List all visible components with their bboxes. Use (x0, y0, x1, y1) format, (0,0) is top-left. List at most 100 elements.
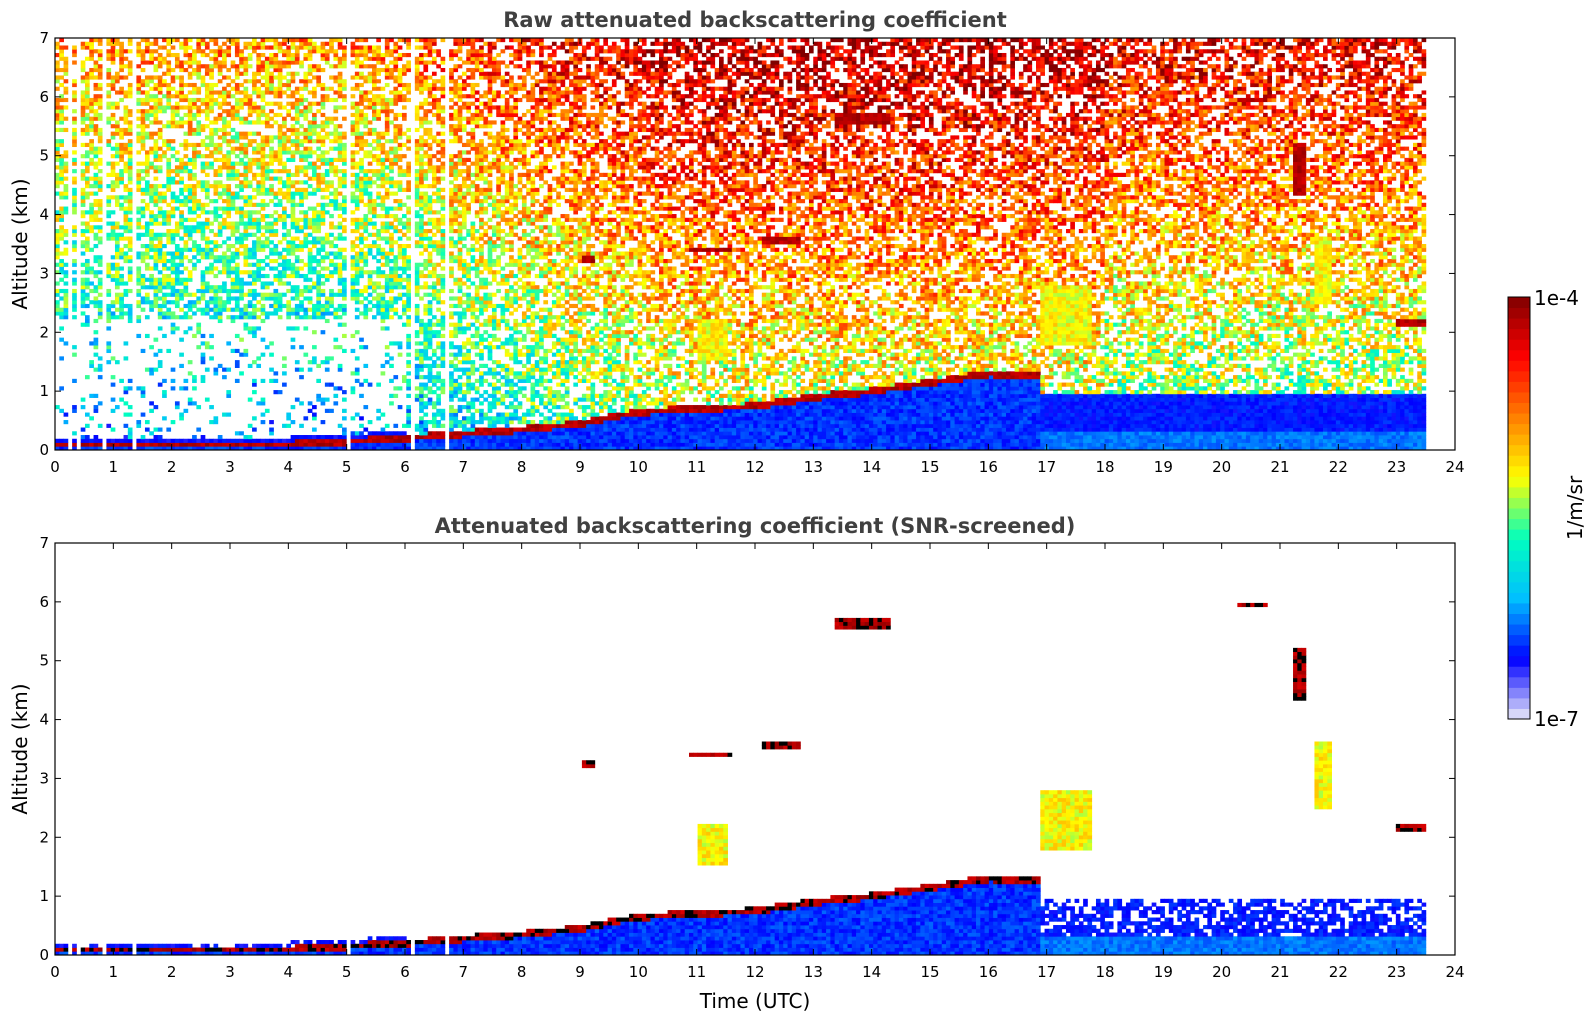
heatmap-cell-raw (299, 187, 304, 192)
heatmap-cell-raw (372, 64, 377, 69)
heatmap-cell-raw (389, 363, 394, 368)
heatmap-cell-raw (312, 124, 317, 129)
heatmap-cell-raw (320, 214, 326, 219)
heatmap-cell-raw (269, 82, 274, 88)
heatmap-cell-raw (55, 288, 60, 294)
heatmap-cell-raw (449, 390, 454, 395)
heatmap-cell-raw (243, 199, 249, 204)
heatmap-cell-raw (213, 420, 219, 425)
heatmap-cell-raw (449, 423, 454, 428)
heatmap-cell-raw (144, 255, 150, 260)
heatmap-cell-raw (380, 94, 386, 99)
heatmap-cell-raw (136, 82, 142, 88)
heatmap-cell-raw (106, 266, 112, 271)
heatmap-cell-raw (350, 442, 356, 447)
heatmap-cell-raw (401, 262, 407, 267)
heatmap-cell-raw (89, 416, 94, 421)
heatmap-cell-raw (406, 296, 411, 301)
heatmap-cell-raw (157, 206, 163, 211)
heatmap-cell-raw (453, 255, 459, 260)
heatmap-cell-raw (440, 94, 446, 99)
heatmap-cell-raw (55, 60, 60, 65)
heatmap-cell-raw (286, 184, 292, 189)
heatmap-cell-raw (431, 273, 437, 279)
heatmap-cell-raw (127, 446, 133, 450)
heatmap-cell-raw (183, 281, 189, 286)
heatmap-cell-raw (414, 109, 420, 114)
heatmap-cell-raw (303, 112, 309, 118)
heatmap-cell-raw (149, 255, 154, 260)
heatmap-cell-raw (350, 431, 356, 436)
heatmap-cell-raw (329, 288, 334, 294)
heatmap-cell-raw (449, 202, 454, 207)
heatmap-cell-raw (63, 97, 69, 103)
heatmap-cell-raw (282, 225, 287, 230)
heatmap-cell-raw (440, 109, 446, 114)
heatmap-cell-raw (59, 139, 64, 144)
heatmap-cell-raw (290, 442, 296, 447)
heatmap-cell-raw (89, 120, 94, 125)
heatmap-cell-raw (372, 202, 377, 207)
heatmap-cell-raw (89, 150, 94, 155)
heatmap-cell-raw (204, 82, 210, 88)
heatmap-cell-raw (406, 281, 411, 286)
heatmap-cell-raw (273, 195, 279, 200)
heatmap-cell-raw (93, 273, 99, 279)
heatmap-cell-raw (380, 142, 386, 148)
heatmap-cell-raw (350, 333, 356, 339)
heatmap-cell-raw (333, 262, 339, 267)
heatmap-cell-raw (72, 49, 77, 54)
heatmap-cell-raw (431, 169, 437, 174)
heatmap-cell-raw (213, 172, 219, 177)
heatmap-cell-raw (230, 165, 236, 170)
heatmap-cell-raw (401, 311, 407, 316)
heatmap-cell-raw (419, 236, 424, 241)
heatmap-cell-raw (431, 446, 437, 450)
heatmap-cell-raw (93, 270, 99, 275)
heatmap-cell-raw (213, 120, 219, 125)
heatmap-cell-raw (153, 300, 159, 305)
heatmap-cell-raw (354, 105, 360, 110)
heatmap-cell-raw (350, 172, 356, 177)
heatmap-cell-raw (286, 247, 292, 252)
heatmap-cell-raw (136, 135, 142, 140)
heatmap-cell-raw (449, 442, 454, 447)
heatmap-cell-raw (423, 206, 429, 211)
heatmap-cell-raw (140, 97, 146, 103)
heatmap-cell-raw (149, 60, 154, 65)
heatmap-cell-raw (406, 67, 411, 73)
heatmap-cell-raw (106, 172, 112, 177)
heatmap-cell-raw (329, 303, 334, 309)
heatmap-cell-raw (312, 315, 317, 320)
heatmap-cell-raw (354, 187, 360, 192)
heatmap-cell-raw (363, 120, 369, 125)
heatmap-cell-raw (222, 270, 227, 275)
heatmap-cell-raw (393, 273, 399, 279)
heatmap-cell-raw (80, 116, 86, 121)
heatmap-cell-raw (80, 397, 86, 402)
heatmap-cell-raw (354, 142, 360, 148)
heatmap-cell-raw (393, 131, 399, 136)
heatmap-cell-raw (290, 214, 296, 219)
heatmap-cell-raw (342, 258, 347, 264)
heatmap-cell-raw (389, 232, 394, 237)
heatmap-cell-raw (269, 146, 274, 151)
heatmap-cell-raw (230, 285, 236, 290)
heatmap-cell-raw (363, 90, 369, 95)
heatmap-cell-raw (260, 352, 266, 357)
heatmap-cell-raw (209, 71, 214, 76)
heatmap-cell-raw (269, 116, 274, 121)
heatmap-cell-raw (427, 82, 433, 88)
heatmap-cell-raw (359, 180, 364, 185)
heatmap-cell-raw (149, 135, 154, 140)
heatmap-cell-raw (179, 202, 184, 207)
heatmap-cell-raw (192, 191, 197, 196)
heatmap-cell-raw (144, 251, 150, 256)
heatmap-cell-raw (217, 157, 223, 162)
heatmap-cell-raw (457, 348, 463, 354)
heatmap-cell-raw (209, 270, 214, 275)
heatmap-cell-raw (204, 442, 210, 447)
heatmap-cell-raw (106, 360, 112, 365)
heatmap-cell-raw (217, 191, 223, 196)
heatmap-cell-raw (406, 161, 411, 166)
